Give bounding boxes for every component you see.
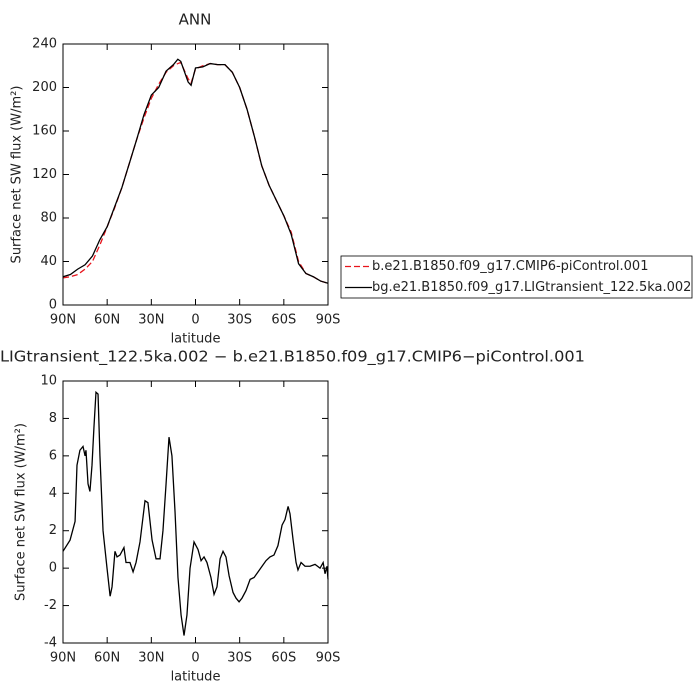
y-tick-label: 200	[32, 80, 57, 95]
x-tick-label: 90S	[316, 313, 341, 328]
x-tick-label: 0	[191, 651, 199, 666]
x-tick-label: 0	[191, 313, 199, 328]
x-tick-label: 60N	[94, 313, 120, 328]
y-tick-label: 8	[49, 411, 57, 426]
y-axis-label: Surface net SW flux (W/m²)	[10, 86, 25, 264]
x-tick-label: 90S	[316, 651, 341, 666]
legend-label: bg.e21.B1850.f09_g17.LIGtransient_122.5k…	[372, 280, 691, 295]
x-tick-label: 30N	[138, 313, 164, 328]
y-tick-label: 6	[49, 448, 57, 463]
x-tick-label: 30N	[138, 651, 164, 666]
x-tick-label: 90N	[50, 313, 76, 328]
x-axis-label: latitude	[171, 332, 221, 347]
chart-title: ANN	[179, 11, 212, 29]
y-tick-label: 0	[49, 561, 57, 576]
y-tick-label: 80	[40, 211, 57, 226]
y-tick-label: 0	[49, 298, 57, 313]
plot-frame	[62, 43, 329, 306]
plot-frame	[62, 380, 329, 644]
y-tick-label: 160	[32, 124, 57, 139]
y-tick-label: -4	[44, 636, 57, 651]
x-tick-label: 30S	[227, 651, 252, 666]
x-axis-label: latitude	[171, 670, 221, 685]
x-tick-label: 30S	[227, 313, 252, 328]
y-tick-label: 240	[32, 37, 57, 52]
y-tick-label: 40	[40, 254, 57, 269]
x-tick-label: 60S	[271, 651, 296, 666]
y-axis-label: Surface net SW flux (W/m²)	[14, 423, 29, 601]
y-tick-label: 120	[32, 167, 57, 182]
legend-label: b.e21.B1850.f09_g17.CMIP6-piControl.001	[372, 259, 648, 274]
x-tick-label: 90N	[50, 651, 76, 666]
data-line	[62, 61, 329, 284]
y-tick-label: -2	[44, 598, 57, 613]
data-line	[62, 58, 329, 284]
x-tick-label: 60S	[271, 313, 296, 328]
chart-title: LIGtransient_122.5ka.002 − b.e21.B1850.f…	[0, 348, 585, 367]
y-tick-label: 10	[40, 374, 57, 389]
y-tick-label: 2	[49, 523, 57, 538]
legend-box	[340, 255, 693, 299]
x-tick-label: 60N	[94, 651, 120, 666]
data-line	[62, 390, 329, 636]
y-tick-label: 4	[49, 486, 57, 501]
